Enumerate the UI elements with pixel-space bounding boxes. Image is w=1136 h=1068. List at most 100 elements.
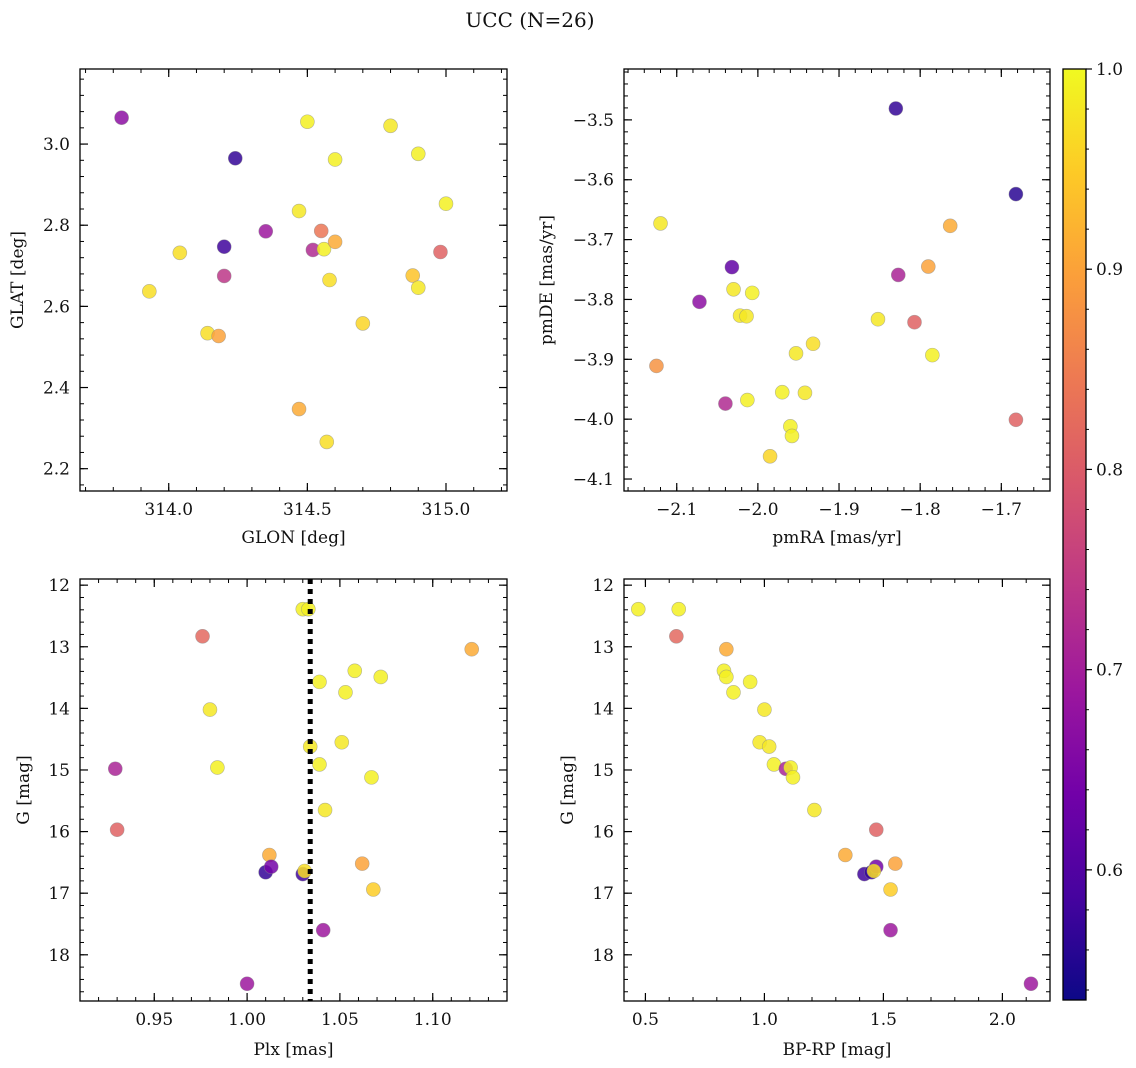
data-point <box>788 346 804 361</box>
data-point <box>354 856 370 871</box>
x-tick-label: 315.0 <box>422 500 471 520</box>
data-point <box>373 669 389 685</box>
ticks: 0.95 1.00 1.05 1.10 12 13 14 15 16 17 18 <box>48 576 508 1030</box>
data-point <box>364 770 379 785</box>
x-tick-label: 0.5 <box>632 1010 659 1030</box>
x-tick-label: 1.5 <box>870 1010 897 1030</box>
y-tick-label: 2.8 <box>43 216 70 236</box>
y-tick-label: 3.0 <box>43 135 70 155</box>
points <box>630 601 1039 992</box>
data-point <box>1008 412 1024 428</box>
x-axis-label: Plx [mas] <box>253 1040 333 1060</box>
y-tick-label: −4.0 <box>573 410 614 430</box>
data-point <box>1008 186 1024 202</box>
data-point <box>263 859 279 874</box>
y-tick-label: 2.4 <box>43 379 70 399</box>
data-point <box>739 308 754 324</box>
data-point <box>784 428 800 444</box>
points <box>649 101 1024 464</box>
colorbar-tick-label: 0.6 <box>1096 861 1123 881</box>
data-point <box>797 385 813 401</box>
data-point <box>726 685 741 700</box>
data-point <box>724 259 740 275</box>
x-tick-label: 314.0 <box>144 500 193 520</box>
data-point <box>464 641 480 657</box>
data-point <box>216 239 232 255</box>
y-tick-label: 12 <box>592 576 614 596</box>
data-point <box>942 218 958 234</box>
y-tick-label: −3.9 <box>573 350 614 370</box>
x-axis-label: pmRA [mas/yr] <box>772 528 901 548</box>
colorbar-frame <box>1062 68 1087 1001</box>
data-point <box>890 267 906 283</box>
y-tick-label: −4.1 <box>573 470 614 490</box>
y-tick-label: 15 <box>48 761 70 781</box>
ticks: 0.5 1.0 1.5 2.0 12 13 14 15 16 17 18 <box>592 576 1051 1030</box>
y-tick-label: 18 <box>48 946 70 966</box>
data-point <box>322 272 337 288</box>
data-point <box>740 392 755 408</box>
data-point <box>870 311 886 327</box>
y-tick-label: 2.6 <box>43 297 70 317</box>
data-point <box>925 347 940 363</box>
x-tick-label: 2.0 <box>989 1010 1016 1030</box>
x-tick-label: 1.00 <box>228 1010 266 1030</box>
data-point <box>316 241 332 257</box>
panel-plx-g: 0.95 1.00 1.05 1.10 12 13 14 15 16 17 18 Plx [mas]… <box>14 576 508 1060</box>
points <box>114 110 454 450</box>
y-tick-label: 14 <box>48 699 70 719</box>
data-point <box>109 822 125 838</box>
x-tick-label: −1.9 <box>818 500 859 520</box>
data-point <box>774 384 790 400</box>
y-tick-label: −3.5 <box>573 111 614 131</box>
data-point <box>239 976 255 992</box>
data-point <box>907 314 922 330</box>
y-tick-label: 15 <box>592 761 614 781</box>
axes-frame <box>623 578 1051 1002</box>
y-tick-label: 18 <box>592 946 614 966</box>
data-point <box>172 245 188 261</box>
x-tick-label: 1.0 <box>751 1010 778 1030</box>
data-point <box>319 434 335 450</box>
x-tick-label: 314.5 <box>283 500 332 520</box>
colorbar-ticks: 0.6 0.7 0.8 0.9 1.0 <box>1086 60 1123 991</box>
data-point <box>347 663 363 679</box>
y-axis-label: G [mag] <box>558 755 578 824</box>
axes-frame <box>623 68 1051 492</box>
data-point <box>718 396 733 411</box>
data-point <box>883 882 898 897</box>
x-tick-label: −1.8 <box>900 500 941 520</box>
colorbar: 0.6 0.7 0.8 0.9 1.0 <box>1062 60 1123 1001</box>
ticks: −2.1 −2.0 −1.9 −1.8 −1.7 −4.1 −4.0 −3.9 −3.8 −3.7… <box>573 69 1051 520</box>
data-point <box>216 268 232 284</box>
data-point <box>410 146 426 162</box>
figure-title: UCC (N=26) <box>465 8 594 32</box>
data-point <box>433 244 448 260</box>
y-axis-label: pmDE [mas/yr] <box>537 215 557 345</box>
data-point <box>438 196 454 212</box>
data-point <box>338 685 353 700</box>
data-point <box>312 674 327 690</box>
x-tick-label: −2.0 <box>737 500 778 520</box>
data-point <box>762 448 778 464</box>
data-point <box>195 628 210 644</box>
x-tick-label: −1.7 <box>981 500 1022 520</box>
data-point <box>258 224 274 239</box>
data-point <box>726 281 741 297</box>
y-tick-label: 2.2 <box>43 460 70 480</box>
data-point <box>355 316 371 331</box>
data-point <box>888 101 904 116</box>
y-tick-label: 13 <box>48 638 70 658</box>
x-axis-label: GLON [deg] <box>241 528 345 548</box>
data-point <box>312 757 327 772</box>
data-point <box>649 358 664 374</box>
data-point <box>114 110 129 125</box>
y-tick-label: 16 <box>48 823 70 843</box>
points <box>107 601 480 992</box>
data-point <box>920 259 936 274</box>
colorbar-fill <box>1063 69 1086 1000</box>
data-point <box>757 702 772 717</box>
data-point <box>300 114 315 130</box>
data-point <box>383 118 398 134</box>
